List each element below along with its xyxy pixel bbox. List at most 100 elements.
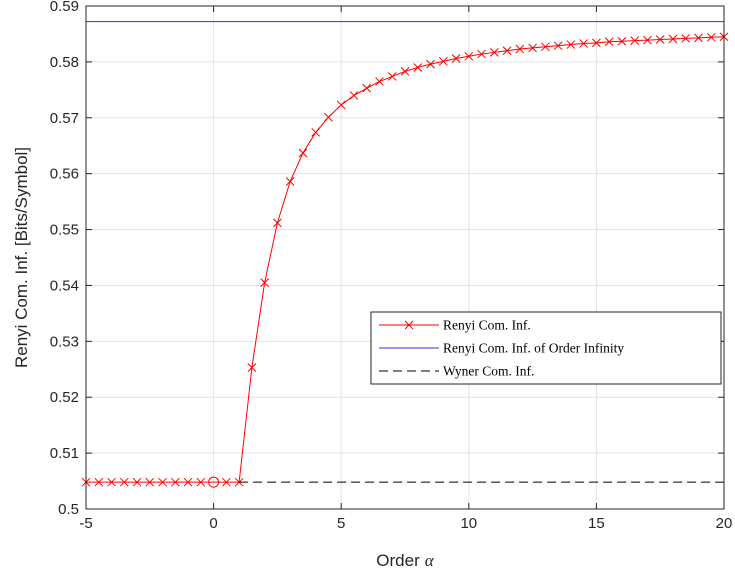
x-marker — [349, 91, 359, 100]
x-tick-label: -5 — [79, 515, 92, 532]
x-marker-stroke — [477, 49, 486, 59]
x-marker — [451, 54, 461, 63]
legend-item: Wyner Com. Inf. — [379, 364, 534, 379]
x-marker — [604, 37, 614, 47]
x-axis-label: Order α — [376, 551, 434, 570]
x-marker — [158, 477, 167, 487]
plot-frame — [85, 5, 725, 510]
x-marker-stroke — [592, 38, 601, 48]
x-marker-stroke — [145, 477, 155, 487]
x-marker-stroke — [630, 36, 640, 46]
x-marker-stroke — [362, 83, 372, 93]
x-marker — [541, 42, 550, 52]
series-line — [86, 36, 725, 483]
x-marker-stroke — [438, 56, 448, 66]
x-marker — [489, 48, 499, 57]
x-marker-stroke — [273, 218, 282, 228]
x-marker — [170, 477, 180, 487]
x-marker-stroke — [196, 477, 206, 487]
x-marker-stroke — [604, 37, 614, 47]
x-marker-stroke — [222, 477, 231, 487]
x-marker — [362, 83, 372, 93]
series-layer — [81, 21, 729, 488]
x-marker-stroke — [541, 42, 550, 52]
x-marker-stroke — [655, 35, 665, 44]
x-marker-stroke — [502, 46, 512, 56]
x-marker — [404, 320, 414, 330]
x-marker — [553, 41, 563, 51]
x-marker-stroke — [387, 72, 397, 81]
x-marker-stroke — [400, 67, 410, 76]
y-tick-label: 0.54 — [50, 277, 79, 294]
x-marker — [336, 100, 346, 110]
legend-label: Renyi Com. Inf. of Order Infinity — [443, 341, 624, 356]
x-marker — [375, 77, 384, 86]
x-marker — [643, 35, 652, 45]
x-marker — [566, 40, 576, 49]
x-marker-stroke — [464, 51, 474, 61]
x-marker — [668, 34, 678, 44]
x-marker-stroke — [413, 63, 423, 72]
x-marker-stroke — [553, 41, 563, 51]
x-marker-stroke — [681, 34, 691, 43]
x-marker — [592, 38, 601, 48]
x-marker — [107, 477, 116, 487]
circle-marker — [208, 476, 220, 488]
y-tick-label: 0.52 — [50, 389, 79, 406]
y-axis-label: Renyi Com. Inf. [Bits/Symbol] — [12, 147, 31, 368]
legend-label: Renyi Com. Inf. — [443, 318, 531, 333]
x-marker — [579, 39, 588, 48]
x-marker-stroke — [617, 36, 627, 46]
x-marker-stroke — [260, 278, 269, 288]
y-tick-label: 0.59 — [50, 0, 79, 15]
x-marker-stroke — [311, 127, 321, 137]
series-0 — [81, 32, 729, 488]
x-tick-label: 0 — [209, 515, 217, 532]
x-marker-stroke — [528, 43, 537, 53]
x-marker — [477, 49, 486, 59]
x-marker-stroke — [668, 34, 678, 44]
x-marker — [247, 363, 257, 372]
x-marker-stroke — [426, 59, 435, 69]
x-marker-stroke — [404, 320, 414, 330]
x-marker — [285, 177, 295, 186]
x-tick-label: 5 — [337, 515, 345, 532]
x-marker-stroke — [183, 477, 193, 487]
x-marker-stroke — [489, 48, 499, 57]
x-marker-stroke — [566, 40, 576, 49]
x-marker-stroke — [107, 477, 116, 487]
x-marker-stroke — [119, 477, 129, 487]
x-marker — [132, 477, 142, 487]
x-marker-stroke — [451, 54, 461, 63]
x-marker — [222, 477, 231, 487]
x-marker — [706, 32, 716, 42]
x-marker — [119, 477, 129, 487]
x-marker-stroke — [158, 477, 167, 487]
y-tick-label: 0.51 — [50, 445, 79, 462]
x-marker — [311, 127, 321, 137]
x-marker — [400, 67, 410, 76]
grid — [85, 5, 725, 510]
x-marker-stroke — [298, 148, 308, 158]
x-marker — [387, 72, 397, 81]
legend-item: Renyi Com. Inf. of Order Infinity — [379, 341, 624, 356]
x-marker — [515, 44, 525, 54]
y-tick-label: 0.5 — [58, 501, 79, 518]
x-marker-stroke — [515, 44, 525, 54]
x-marker — [630, 36, 640, 46]
x-marker-stroke — [336, 100, 346, 110]
x-marker — [528, 43, 537, 53]
y-tick-label: 0.53 — [50, 333, 79, 350]
legend: Renyi Com. Inf. Renyi Com. Inf. of Order … — [370, 311, 722, 385]
x-marker — [681, 34, 691, 43]
x-tick-label: 10 — [460, 515, 477, 532]
x-marker-stroke — [170, 477, 180, 487]
x-marker — [617, 36, 627, 46]
x-marker-stroke — [285, 177, 295, 186]
x-marker — [196, 477, 206, 487]
x-marker-stroke — [247, 363, 257, 372]
x-marker-stroke — [579, 39, 588, 48]
x-marker-stroke — [694, 33, 703, 43]
legend-label: Wyner Com. Inf. — [443, 364, 534, 379]
